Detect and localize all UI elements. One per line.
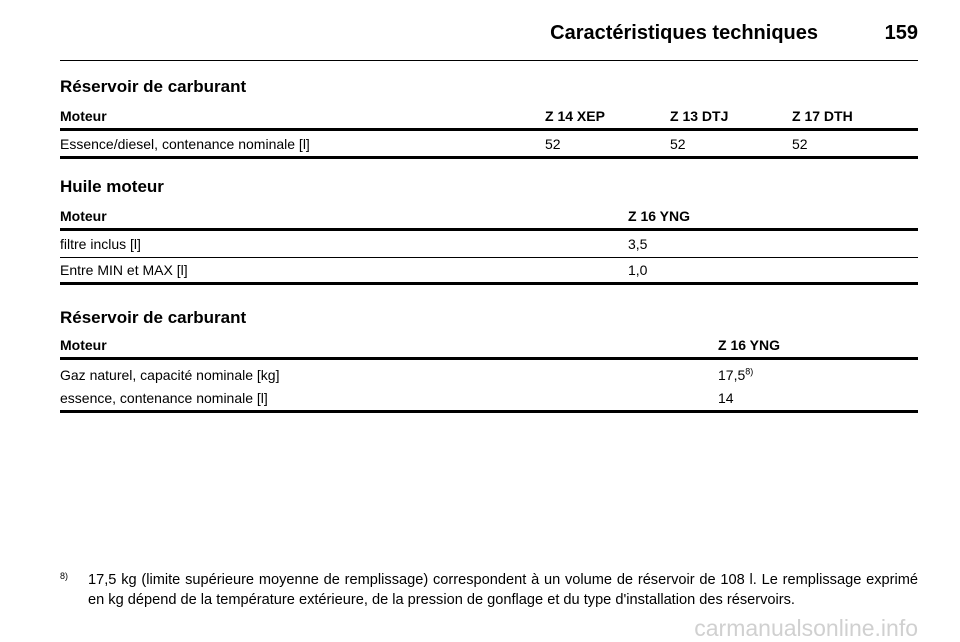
row-rule: [60, 257, 918, 258]
watermark: carmanualsonline.info: [694, 615, 918, 641]
column-header: Moteur: [60, 208, 107, 224]
section-title: Réservoir de carburant: [60, 77, 247, 96]
footnote-text: 17,5 kg (limite supérieure moyenne de re…: [88, 572, 918, 608]
cell: Essence/diesel, contenance nominale [l]: [60, 136, 310, 152]
section-title: Huile moteur: [60, 177, 164, 196]
footnote-marker: 8): [60, 571, 69, 581]
header-rule: [60, 228, 918, 231]
section-bottom-rule: [60, 156, 918, 159]
header-rule: [60, 128, 918, 131]
header-rule: [60, 60, 918, 61]
cell: 14: [718, 390, 734, 406]
cell: filtre inclus [l]: [60, 236, 141, 252]
column-header: Moteur: [60, 337, 107, 353]
section-title: Réservoir de carburant: [60, 308, 247, 327]
column-header: Moteur: [60, 108, 107, 124]
cell: 52: [545, 136, 561, 152]
page-number: 159: [884, 22, 918, 44]
column-header: Z 16 YNG: [628, 208, 690, 224]
cell: essence, contenance nominale [l]: [60, 390, 268, 406]
cell: 52: [792, 136, 808, 152]
header-rule: [60, 357, 918, 360]
column-header: Z 14 XEP: [545, 108, 605, 124]
footnote-ref: 8): [745, 366, 754, 377]
section-bottom-rule: [60, 282, 918, 285]
cell: 52: [670, 136, 686, 152]
column-header: Z 16 YNG: [718, 337, 780, 353]
header-title: Caractéristiques techniques: [550, 22, 818, 44]
column-header: Z 13 DTJ: [670, 108, 729, 124]
cell: Entre MIN et MAX [l]: [60, 262, 188, 278]
cell: 17,58): [718, 366, 754, 383]
column-header: Z 17 DTH: [792, 108, 853, 124]
cell: Gaz naturel, capacité nominale [kg]: [60, 367, 280, 383]
section-bottom-rule: [60, 410, 918, 413]
cell: 3,5: [628, 236, 648, 252]
cell: 1,0: [628, 262, 648, 278]
